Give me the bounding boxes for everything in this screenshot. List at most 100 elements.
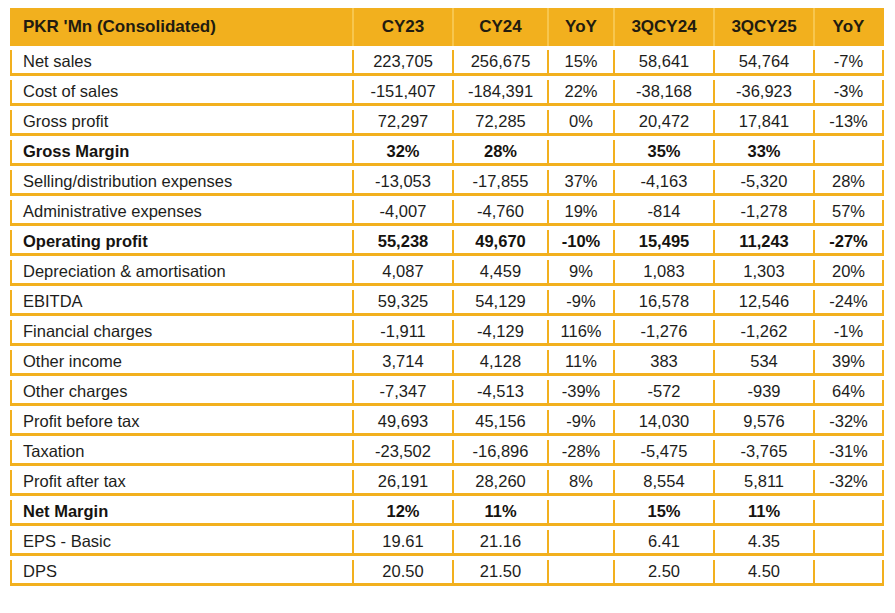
table-cell: -7% [813, 50, 884, 76]
row-label: Gross Margin [10, 140, 352, 166]
table-row: Profit before tax 49,693 45,156 -9% 14,0… [10, 410, 884, 436]
row-label: Cost of sales [10, 80, 352, 106]
table-cell [547, 140, 613, 166]
row-label: Other charges [10, 380, 352, 406]
table-row: Selling/distribution expenses -13,053 -1… [10, 170, 884, 196]
header-3qcy24: 3QCY24 [613, 8, 713, 46]
table-cell: 49,693 [352, 410, 452, 436]
table-cell: 4,128 [452, 350, 547, 376]
table-cell: 55,238 [352, 230, 452, 256]
table-row: Operating profit 55,238 49,670 -10% 15,4… [10, 230, 884, 256]
table-cell [547, 560, 613, 586]
header-title: PKR 'Mn (Consolidated) [10, 8, 352, 46]
table-cell: -10% [547, 230, 613, 256]
table-cell: 256,675 [452, 50, 547, 76]
table-cell: 19% [547, 200, 613, 226]
table-cell: -36,923 [713, 80, 813, 106]
table-cell: -939 [713, 380, 813, 406]
table-cell: 45,156 [452, 410, 547, 436]
table-cell: -1,278 [713, 200, 813, 226]
table-cell: -9% [547, 290, 613, 316]
table-cell: -3% [813, 80, 884, 106]
table-cell: 58,641 [613, 50, 713, 76]
table-cell: 8,554 [613, 470, 713, 496]
table-cell: 8% [547, 470, 613, 496]
table-cell: 64% [813, 380, 884, 406]
table-cell: 4.50 [713, 560, 813, 586]
table-cell: 11% [452, 500, 547, 526]
table-cell: 28% [452, 140, 547, 166]
table-cell: 6.41 [613, 530, 713, 556]
table-cell: -1,911 [352, 320, 452, 346]
table-cell: 57% [813, 200, 884, 226]
table-cell: -13,053 [352, 170, 452, 196]
table-cell: 33% [713, 140, 813, 166]
table-cell [813, 140, 884, 166]
table-cell: 17,841 [713, 110, 813, 136]
table-cell: -3,765 [713, 440, 813, 466]
table-row: EBITDA 59,325 54,129 -9% 16,578 12,546 -… [10, 290, 884, 316]
table-cell: 54,129 [452, 290, 547, 316]
table-cell: 15% [547, 50, 613, 76]
row-label: Depreciation & amortisation [10, 260, 352, 286]
table-cell: 21.16 [452, 530, 547, 556]
row-label: Financial charges [10, 320, 352, 346]
header-cy24: CY24 [452, 8, 547, 46]
row-label: Profit before tax [10, 410, 352, 436]
row-label: Operating profit [10, 230, 352, 256]
table-cell: 534 [713, 350, 813, 376]
table-row: Net Margin 12% 11% 15% 11% [10, 500, 884, 526]
row-label: EPS - Basic [10, 530, 352, 556]
table-cell: -4,513 [452, 380, 547, 406]
table-cell: 39% [813, 350, 884, 376]
table-row: Administrative expenses -4,007 -4,760 19… [10, 200, 884, 226]
row-label: Profit after tax [10, 470, 352, 496]
table-cell: -572 [613, 380, 713, 406]
row-label: Net Margin [10, 500, 352, 526]
table-cell: 15,495 [613, 230, 713, 256]
table-cell: 0% [547, 110, 613, 136]
table-body: Net sales 223,705 256,675 15% 58,641 54,… [10, 50, 884, 586]
table-cell: 9% [547, 260, 613, 286]
table-cell: 59,325 [352, 290, 452, 316]
table-cell [547, 530, 613, 556]
table-cell: 19.61 [352, 530, 452, 556]
table-cell: -1% [813, 320, 884, 346]
table-row: Other income 3,714 4,128 11% 383 534 39% [10, 350, 884, 376]
table-cell: 11,243 [713, 230, 813, 256]
table-cell: -32% [813, 470, 884, 496]
table-cell: -32% [813, 410, 884, 436]
table-cell: 14,030 [613, 410, 713, 436]
table-cell: 26,191 [352, 470, 452, 496]
table-cell: -7,347 [352, 380, 452, 406]
table-cell: -4,163 [613, 170, 713, 196]
table-cell: 28% [813, 170, 884, 196]
table-cell: 1,083 [613, 260, 713, 286]
table-cell: 22% [547, 80, 613, 106]
table-row: Gross Margin 32% 28% 35% 33% [10, 140, 884, 166]
table-cell: 72,297 [352, 110, 452, 136]
table-row: EPS - Basic 19.61 21.16 6.41 4.35 [10, 530, 884, 556]
table-cell: -16,896 [452, 440, 547, 466]
table-row: Net sales 223,705 256,675 15% 58,641 54,… [10, 50, 884, 76]
header-cy23: CY23 [352, 8, 452, 46]
table-cell: 116% [547, 320, 613, 346]
table-row: Taxation -23,502 -16,896 -28% -5,475 -3,… [10, 440, 884, 466]
table-cell: -38,168 [613, 80, 713, 106]
table-cell: 4,087 [352, 260, 452, 286]
table-cell: 4,459 [452, 260, 547, 286]
table-cell: -5,475 [613, 440, 713, 466]
table-cell: -1,262 [713, 320, 813, 346]
table-row: Financial charges -1,911 -4,129 116% -1,… [10, 320, 884, 346]
header-yoy-annual: YoY [547, 8, 613, 46]
table-cell [813, 530, 884, 556]
table-cell: 3,714 [352, 350, 452, 376]
row-label: Selling/distribution expenses [10, 170, 352, 196]
table-cell: 1,303 [713, 260, 813, 286]
table-cell: 20% [813, 260, 884, 286]
table-cell: 2.50 [613, 560, 713, 586]
table-cell: 21.50 [452, 560, 547, 586]
table-cell: -814 [613, 200, 713, 226]
row-label: Taxation [10, 440, 352, 466]
table-cell: 28,260 [452, 470, 547, 496]
